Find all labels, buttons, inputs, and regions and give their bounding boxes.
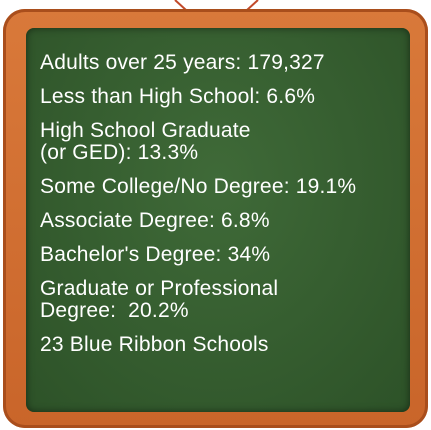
stat-line: Some College/No Degree: 19.1% [40,176,420,198]
stat-item: Bachelor's Degree: 34% [40,244,420,266]
stat-line: (or GED): 13.3% [40,142,420,164]
stat-item: Some College/No Degree: 19.1% [40,176,420,198]
stat-line: Associate Degree: 6.8% [40,210,420,232]
stat-item: High School Graduate(or GED): 13.3% [40,120,420,164]
stat-line: Graduate or Professional [40,278,420,300]
board-text: Adults over 25 years: 179,327 Less than H… [40,52,420,368]
stat-item: Associate Degree: 6.8% [40,210,420,232]
stat-line: Degree: 20.2% [40,300,420,322]
stat-item: Less than High School: 6.6% [40,86,420,108]
stat-line: Bachelor's Degree: 34% [40,244,420,266]
stat-item: 23 Blue Ribbon Schools [40,334,420,356]
stat-item: Adults over 25 years: 179,327 [40,52,420,74]
page: Adults over 25 years: 179,327 Less than H… [0,0,431,430]
stat-line: 23 Blue Ribbon Schools [40,334,420,356]
stat-line: Less than High School: 6.6% [40,86,420,108]
stat-line: Adults over 25 years: 179,327 [40,52,420,74]
stat-line: High School Graduate [40,120,420,142]
